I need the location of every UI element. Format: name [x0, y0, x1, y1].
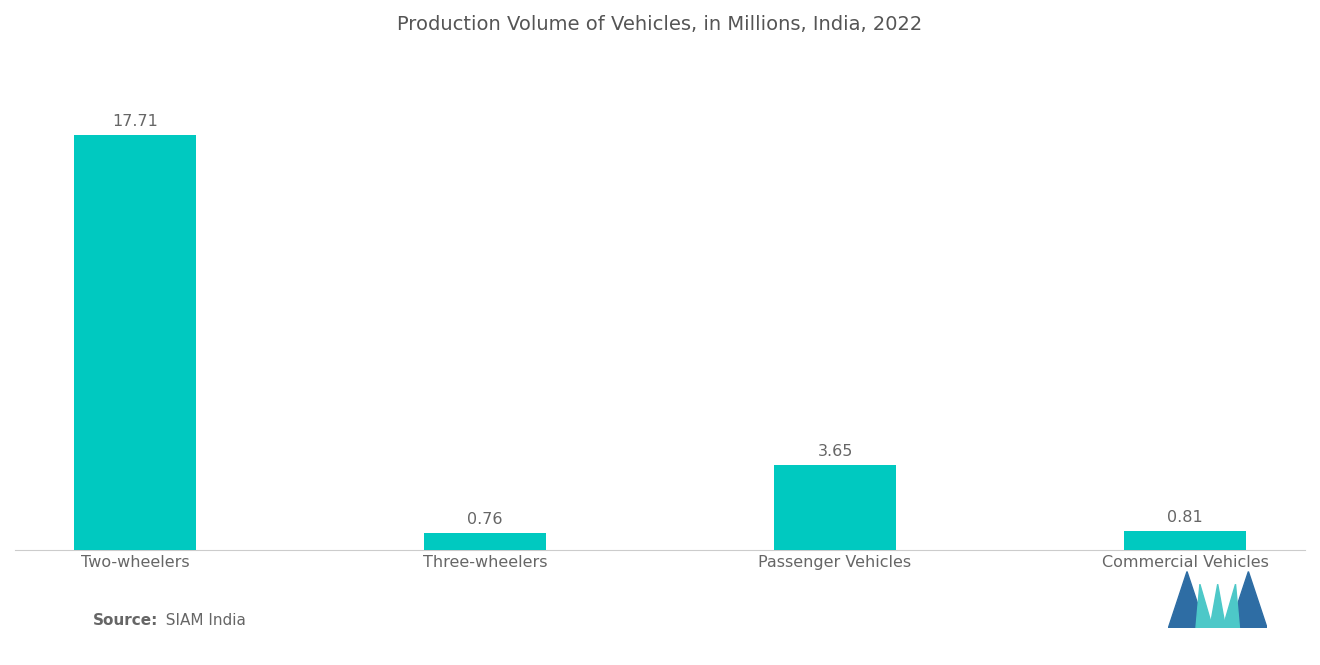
Polygon shape — [1196, 584, 1213, 628]
Bar — [424, 533, 546, 551]
Polygon shape — [1222, 584, 1239, 628]
Bar — [1123, 531, 1246, 551]
Title: Production Volume of Vehicles, in Millions, India, 2022: Production Volume of Vehicles, in Millio… — [397, 15, 923, 34]
Bar — [774, 465, 896, 551]
Polygon shape — [1168, 571, 1206, 628]
Text: Source:: Source: — [92, 613, 158, 628]
Bar — [74, 135, 197, 551]
Text: 0.81: 0.81 — [1167, 511, 1203, 525]
Text: SIAM India: SIAM India — [156, 613, 246, 628]
Text: 17.71: 17.71 — [112, 114, 158, 129]
Polygon shape — [1209, 584, 1226, 628]
Text: 0.76: 0.76 — [467, 511, 503, 527]
Text: 3.65: 3.65 — [817, 444, 853, 459]
Polygon shape — [1230, 571, 1267, 628]
